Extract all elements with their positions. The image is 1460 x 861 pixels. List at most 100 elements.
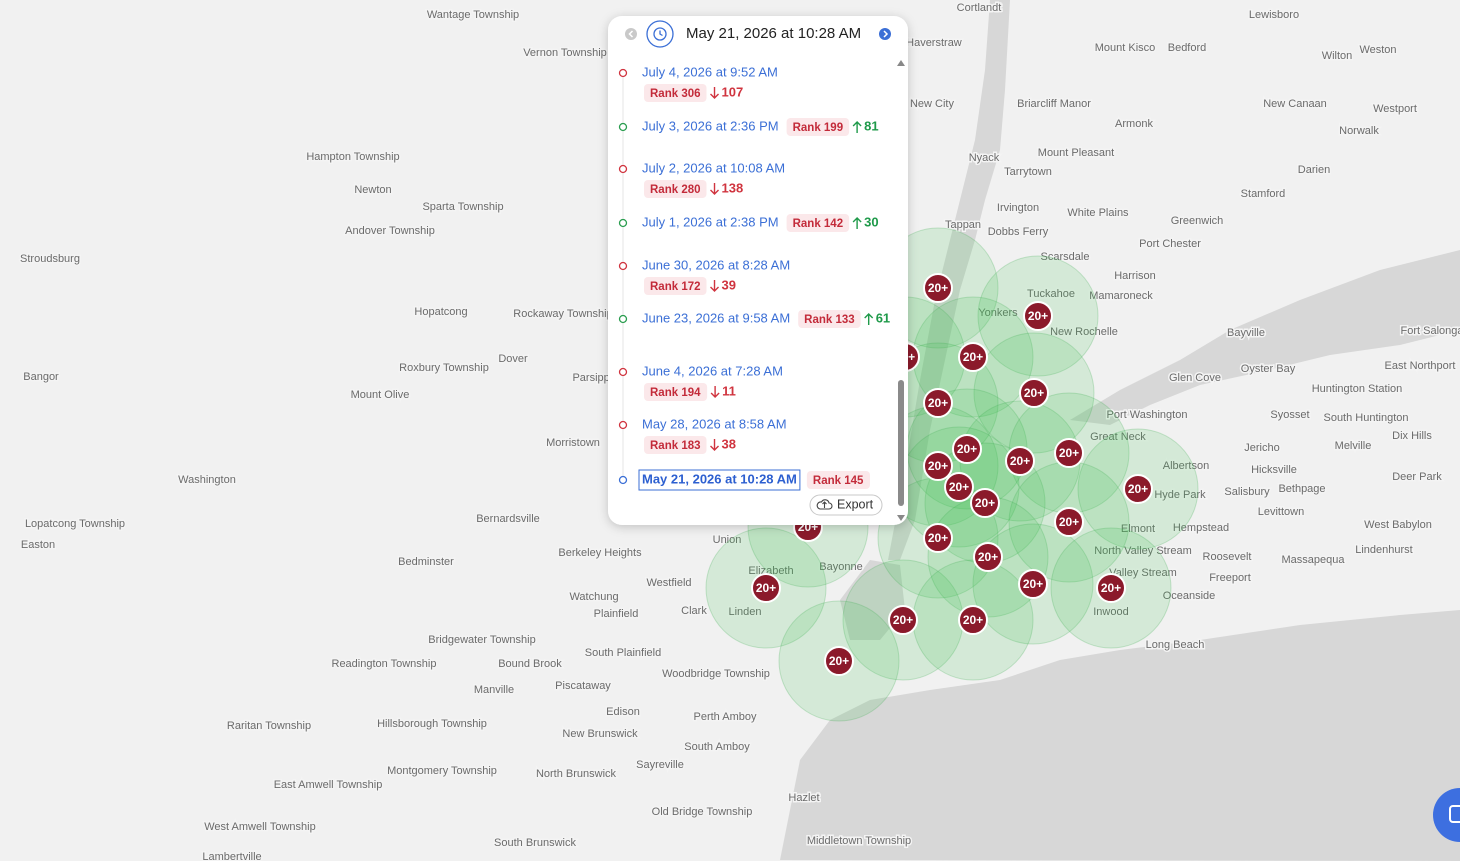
place-label: Sparta Township [422,201,503,213]
place-label: New Brunswick [562,728,638,740]
place-label: Long Beach [1146,639,1205,651]
chat-launcher[interactable] [1433,788,1460,842]
cluster-marker [958,605,988,635]
place-label: Hyde Park [1154,489,1206,501]
entry-date[interactable]: June 4, 2026 at 7:28 AM [642,363,783,378]
arrow-up [852,121,862,133]
place-label: Oceanside [1163,590,1216,602]
export-button[interactable]: Export [809,494,883,516]
place-label: Rockaway Township [513,308,612,320]
place-label: Linden [728,606,761,618]
place-label: Stroudsburg [20,253,80,265]
cluster-marker [751,573,781,603]
rank-badge [806,471,870,489]
place-label: Lopatcong Township [25,518,125,530]
place-label: Washington [178,474,236,486]
place-label: Andover Township [345,225,435,237]
place-label: Fort Salonga [1401,325,1460,337]
place-label: Bedford [1168,42,1207,54]
entry-date[interactable]: July 3, 2026 at 2:36 PM [642,118,779,133]
cluster-count: 20+ [975,496,995,510]
export-bg[interactable] [809,494,883,516]
place-label: Port Chester [1139,238,1201,250]
cluster-markers: 20+20+20+20+20+20+20+20+20+20+20+20+20+2… [751,273,1153,676]
place-label: Westfield [646,577,691,589]
map-labels: Wantage Township Vernon Township Hampton T… [19,0,1460,861]
clock-icon [653,27,667,41]
place-label: Port Washington [1107,409,1188,421]
cluster-count: 20+ [1023,577,1043,591]
rank-change: 30 [864,214,878,229]
scrollbar-thumb[interactable] [898,380,904,506]
entry-date[interactable]: June 30, 2026 at 8:28 AM [642,257,790,272]
entry-date[interactable]: May 21, 2026 at 10:28 AM [642,471,797,486]
place-label: Albertson [1163,460,1209,472]
place-label: Vernon Township [523,47,607,59]
scroll-down[interactable] [897,515,905,521]
place-label: Woodbridge Township [662,668,770,680]
place-label: Hopatcong [414,306,467,318]
place-label: Salisbury [1224,486,1270,498]
place-label: Newton [354,184,391,196]
entry-date[interactable]: July 4, 2026 at 9:52 AM [642,64,778,79]
place-label: Bangor [23,371,59,383]
scroll-up[interactable] [897,60,905,66]
prev-button[interactable] [625,28,637,40]
cluster-count: 20+ [928,531,948,545]
export-label[interactable]: Export [837,497,874,511]
cluster-count: 20+ [1128,482,1148,496]
place-label: Bound Brook [498,658,562,670]
chat-button[interactable] [1433,788,1460,842]
place-label: Jericho [1244,442,1279,454]
timeline-dot [618,68,628,78]
entry-date[interactable]: May 28, 2026 at 8:58 AM [642,416,787,431]
prev-icon [628,30,634,38]
cluster-count: 20+ [1010,454,1030,468]
entry-date[interactable]: July 2, 2026 at 10:08 AM [642,160,785,175]
cluster-marker [923,273,953,303]
place-label: Cortlandt [957,2,1002,14]
place-label: South Brunswick [494,837,576,849]
place-label: Morristown [546,437,600,449]
place-label: Elmont [1121,523,1155,535]
rank-text: Rank 145 [813,475,864,487]
cluster-count: 20+ [829,654,849,668]
place-label: Hampton Township [306,151,399,163]
cluster-count: 20+ [928,281,948,295]
place-label: Plainfield [594,608,639,620]
place-label: Old Bridge Township [652,806,753,818]
place-label: North Valley Stream [1094,545,1192,557]
place-label: Yonkers [978,307,1018,319]
place-label: Darien [1298,164,1330,176]
place-label: North Brunswick [536,768,617,780]
cluster-marker [1018,569,1048,599]
place-label: Dix Hills [1392,430,1432,442]
timeline-dot [618,122,628,132]
place-label: Valley Stream [1109,567,1177,579]
rank-text: Rank 306 [650,88,701,100]
place-label: Dover [498,353,528,365]
arrow-down [710,386,720,398]
place-label: South Amboy [684,741,750,753]
place-label: Huntington Station [1312,383,1403,395]
current-date: May 21, 2026 at 10:28 AM [686,25,861,42]
rank-change: 61 [876,310,890,325]
place-label: Melville [1335,440,1372,452]
cluster-marker [958,342,988,372]
place-label: Lewisboro [1249,9,1299,21]
cluster-marker [923,451,953,481]
place-label: Mount Pleasant [1038,147,1114,159]
arrow-down [710,183,720,195]
arrow-down [710,280,720,292]
cluster-count: 20+ [756,581,776,595]
place-label: Montgomery Township [387,765,497,777]
entry-date[interactable]: July 1, 2026 at 2:38 PM [642,214,779,229]
place-label: West Babylon [1364,519,1432,531]
next-button[interactable] [879,28,891,40]
cluster-count: 20+ [949,480,969,494]
place-label: Mount Kisco [1095,42,1156,54]
entry-date[interactable]: June 23, 2026 at 9:58 AM [642,310,790,325]
history-list: July 4, 2026 at 9:52 AM Rank 306 107 July 3… [618,64,890,491]
